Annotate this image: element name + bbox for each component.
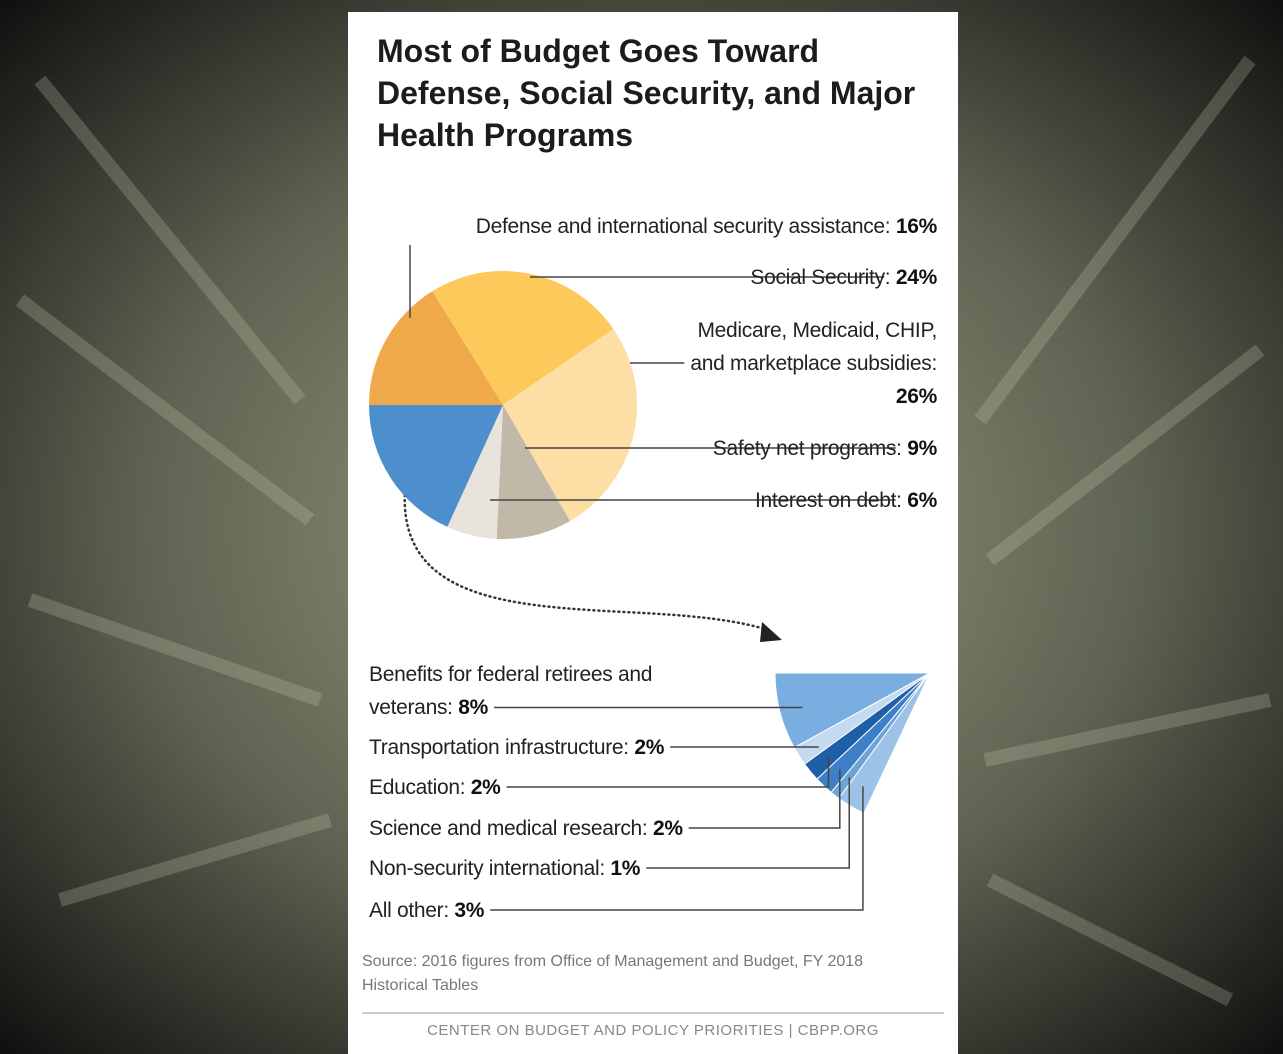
value-label: 2%	[634, 735, 665, 759]
slice-label: Benefits for federal retirees and vetera…	[369, 658, 689, 724]
leader-line	[506, 756, 830, 788]
slice-label: Education: 2%	[369, 771, 689, 804]
title: Most of Budget Goes Toward Defense, Soci…	[377, 33, 916, 153]
category-name: Non-security international:	[369, 856, 605, 880]
panel	[348, 12, 958, 1054]
slice-label: Defense and international security assis…	[377, 210, 938, 243]
label-text: Medicare, Medicaid, CHIP, and marketplac…	[690, 319, 937, 408]
category-name: Defense and international security assis…	[475, 214, 891, 238]
value-label: 2%	[653, 816, 683, 840]
leader-line	[688, 769, 841, 829]
label-text: Transportation infrastructure: 2%	[369, 736, 664, 759]
slice-label: Social Security: 24%	[377, 261, 937, 294]
value-label: 24%	[895, 265, 937, 289]
slice-label: Interest on debt: 6%	[377, 484, 937, 517]
label-text: Defense and international security assis…	[475, 214, 938, 238]
leader-line	[646, 777, 850, 869]
slice-label: Transportation infrastructure: 2%	[369, 731, 689, 764]
category-name: Benefits for federal retirees and vetera…	[369, 663, 653, 719]
category-name: Interest on debt:	[755, 488, 902, 512]
slice-label: Science and medical research: 2%	[369, 812, 689, 845]
slice-label: Safety net programs: 9%	[377, 432, 938, 465]
slice-label: All other: 3%	[369, 894, 689, 927]
category-name: Education:	[369, 775, 466, 799]
value-label: 3%	[454, 898, 485, 922]
category-name: Social Security:	[750, 265, 891, 289]
fan-slice	[838, 672, 931, 814]
value-label: 26%	[895, 384, 937, 408]
pie-slice	[369, 405, 503, 527]
label-text: Education: 2%	[369, 776, 501, 799]
label-text: All other: 3%	[369, 899, 484, 922]
arrow-head	[760, 622, 782, 642]
connector-arrow	[403, 488, 770, 632]
value-label: 6%	[907, 488, 937, 512]
pie-slice	[369, 291, 503, 405]
pie-slice	[432, 271, 614, 405]
label-text: Safety net programs: 9%	[712, 436, 938, 460]
value-label: 16%	[895, 214, 937, 238]
category-name: Medicare, Medicaid, CHIP, and marketplac…	[690, 318, 937, 375]
source-note: Source: 2016 figures from Office of Mana…	[362, 953, 864, 994]
pie-slice	[503, 329, 637, 522]
label-text: Benefits for federal retirees and vetera…	[369, 663, 652, 719]
background-pattern	[15, 55, 1272, 1007]
label-text: Interest on debt: 6%	[755, 489, 937, 512]
label-text: Social Security: 24%	[750, 266, 937, 289]
value-label: 2%	[470, 775, 501, 799]
label-text: Science and medical research: 2%	[369, 817, 683, 840]
pie-slice	[447, 405, 503, 539]
category-name: Transportation infrastructure:	[369, 735, 629, 759]
slice-label: Non-security international: 1%	[369, 852, 689, 885]
category-name: Safety net programs:	[712, 436, 902, 460]
credit: CENTER ON BUDGET AND POLICY PRIORITIES |…	[427, 1022, 879, 1039]
pie-slice	[496, 405, 570, 539]
label-text: Non-security international: 1%	[369, 857, 640, 880]
category-name: Science and medical research:	[369, 816, 648, 840]
leader-line	[490, 786, 864, 911]
slice-label: Medicare, Medicaid, CHIP, and marketplac…	[677, 314, 937, 413]
value-label: 8%	[458, 696, 488, 719]
value-label: 1%	[610, 856, 641, 880]
category-name: All other:	[369, 898, 449, 922]
value-label: 9%	[907, 436, 937, 460]
